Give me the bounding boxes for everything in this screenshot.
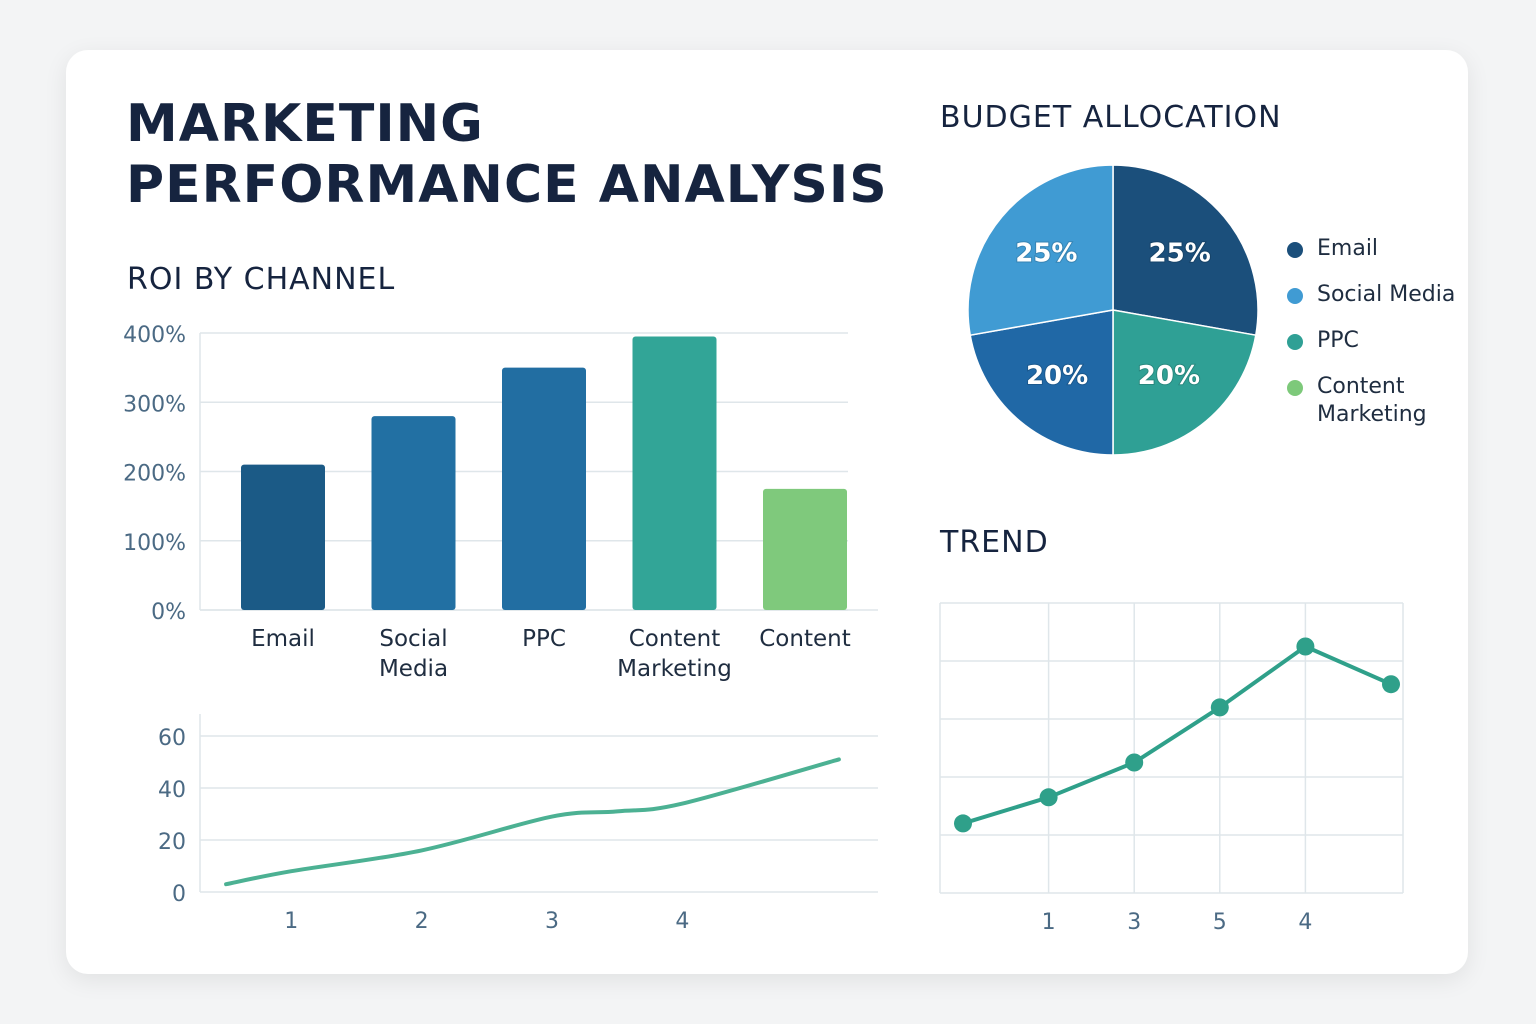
- y-tick-label: 0: [172, 882, 186, 907]
- bar: [502, 367, 586, 610]
- legend-swatch: [1287, 242, 1303, 258]
- y-tick-label: 0%: [151, 600, 186, 625]
- y-tick-label: 100%: [123, 531, 186, 556]
- bar: [241, 464, 325, 610]
- x-tick-label: 2: [415, 909, 429, 934]
- y-tick-label: 40: [158, 778, 186, 803]
- marker: [1382, 675, 1400, 694]
- pie-slice: [1112, 309, 1257, 456]
- marker: [1039, 788, 1058, 807]
- legend-swatch: [1287, 334, 1303, 350]
- line: [224, 757, 841, 887]
- x-tick-label: 4: [675, 909, 689, 934]
- x-tick-label: 1: [284, 909, 298, 934]
- x-tick-label: PPC: [522, 626, 566, 652]
- pie-slice: [967, 164, 1114, 337]
- y-tick-label: 20: [158, 830, 186, 855]
- chart-title: BUDGET ALLOCATION: [940, 100, 1282, 135]
- x-tick-label: 4: [1298, 910, 1312, 935]
- y-tick-label: 60: [158, 726, 186, 751]
- legend-swatch: [1287, 380, 1303, 396]
- pie-label: 25%: [1149, 239, 1211, 269]
- pie-label: 25%: [1015, 239, 1077, 269]
- y-tick-label: 400%: [123, 323, 186, 348]
- legend-label: Content Marketing: [1317, 374, 1427, 427]
- bar: [763, 488, 847, 610]
- x-tick-label: 3: [545, 909, 559, 934]
- y-tick-label: 300%: [123, 392, 186, 417]
- marker: [1210, 698, 1229, 717]
- bar: [371, 416, 456, 610]
- pie-slice: [969, 309, 1114, 456]
- x-tick-label: 3: [1127, 910, 1141, 935]
- legend-label: Social Media: [1317, 282, 1456, 307]
- chart-title: ROI BY CHANNEL: [127, 262, 396, 297]
- pie-label: 20%: [1138, 361, 1200, 391]
- title-line: PERFORMANCE ANALYSIS: [126, 155, 888, 215]
- x-tick-label: Content: [759, 626, 851, 652]
- marker: [954, 814, 972, 833]
- marker: [1125, 753, 1144, 772]
- pie-slice: [1112, 164, 1259, 337]
- pie-label: 20%: [1026, 361, 1088, 391]
- legend-swatch: [1287, 288, 1303, 304]
- legend-label: Email: [1317, 236, 1379, 261]
- x-tick-label: Email: [251, 626, 315, 652]
- line: [961, 644, 1393, 826]
- x-tick-label: Social Media: [378, 626, 449, 682]
- title-line: MARKETING: [126, 94, 484, 154]
- x-tick-label: Content Marketing: [617, 626, 732, 682]
- x-tick-label: 5: [1213, 910, 1227, 935]
- bar: [632, 336, 717, 610]
- marker: [1296, 637, 1315, 656]
- chart-title: TREND: [940, 525, 1049, 560]
- y-tick-label: 200%: [123, 462, 186, 487]
- x-tick-label: 1: [1042, 910, 1056, 935]
- legend-label: PPC: [1317, 328, 1359, 353]
- page-title: MARKETING PERFORMANCE ANALYSIS: [126, 94, 888, 216]
